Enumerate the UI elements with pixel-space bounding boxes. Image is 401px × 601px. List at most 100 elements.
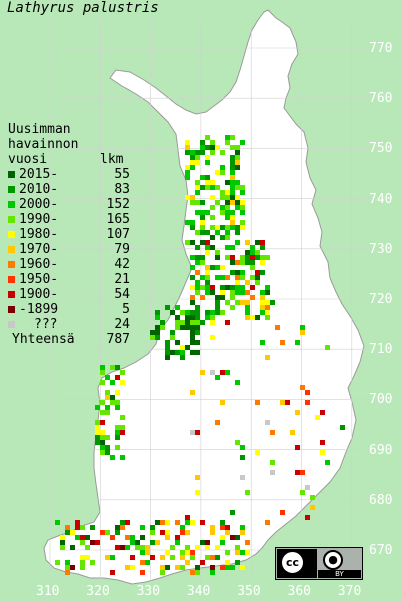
- observation-square: [120, 525, 125, 530]
- observation-square: [240, 190, 245, 195]
- legend-total-label: Yhteensä: [12, 332, 75, 347]
- observation-square: [235, 145, 240, 150]
- observation-square: [240, 140, 245, 145]
- observation-square: [205, 310, 210, 315]
- observation-square: [175, 305, 180, 310]
- observation-square: [210, 335, 215, 340]
- observation-square: [155, 325, 160, 330]
- observation-square: [175, 350, 180, 355]
- observation-square: [220, 400, 225, 405]
- observation-square: [210, 265, 215, 270]
- legend-entry-label: 2000-: [19, 197, 59, 212]
- observation-square: [160, 565, 165, 570]
- observation-square: [200, 185, 205, 190]
- legend-entry: 2010- 83: [8, 182, 130, 197]
- observation-square: [240, 200, 245, 205]
- observation-square: [235, 225, 240, 230]
- observation-square: [100, 530, 105, 535]
- observation-square: [200, 175, 205, 180]
- observation-square: [320, 450, 325, 455]
- observation-square: [205, 145, 210, 150]
- observation-square: [225, 235, 230, 240]
- observation-square: [205, 250, 210, 255]
- observation-square: [190, 570, 195, 575]
- observation-square: [110, 380, 115, 385]
- observation-square: [220, 195, 225, 200]
- observation-square: [185, 325, 190, 330]
- legend-entry-count: 83: [114, 182, 130, 197]
- easting-label: 320: [86, 584, 110, 599]
- observation-square: [285, 400, 290, 405]
- observation-square: [185, 175, 190, 180]
- observation-square: [170, 545, 175, 550]
- observation-square: [240, 525, 245, 530]
- observation-square: [90, 540, 95, 545]
- observation-square: [255, 275, 260, 280]
- observation-square: [160, 570, 165, 575]
- observation-square: [300, 330, 305, 335]
- observation-square: [225, 560, 230, 565]
- observation-square: [165, 520, 170, 525]
- legend-entry-label: 1990-: [19, 212, 59, 227]
- observation-square: [170, 310, 175, 315]
- observation-square: [300, 470, 305, 475]
- observation-square: [245, 260, 250, 265]
- legend-swatch: [8, 261, 15, 268]
- observation-square: [240, 260, 245, 265]
- cc-icon: cc: [280, 550, 305, 575]
- observation-square: [225, 245, 230, 250]
- observation-square: [240, 270, 245, 275]
- by-label: BY: [318, 570, 361, 578]
- observation-square: [175, 340, 180, 345]
- observation-square: [175, 535, 180, 540]
- observation-squares: [55, 135, 345, 575]
- observation-square: [135, 545, 140, 550]
- observation-square: [195, 430, 200, 435]
- observation-square: [130, 535, 135, 540]
- observation-square: [155, 315, 160, 320]
- observation-square: [190, 285, 195, 290]
- observation-square: [175, 565, 180, 570]
- observation-square: [220, 225, 225, 230]
- observation-square: [185, 515, 190, 520]
- observation-square: [195, 190, 200, 195]
- observation-square: [230, 290, 235, 295]
- observation-square: [300, 385, 305, 390]
- observation-square: [195, 180, 200, 185]
- observation-square: [205, 230, 210, 235]
- observation-square: [185, 140, 190, 145]
- cc-by-license-badge[interactable]: cc ● BY: [275, 547, 363, 580]
- legend-entry-label: 1960-: [19, 257, 59, 272]
- observation-square: [235, 300, 240, 305]
- observation-square: [190, 320, 195, 325]
- legend-entry-label: ???: [34, 317, 58, 332]
- observation-square: [180, 525, 185, 530]
- observation-square: [150, 530, 155, 535]
- observation-square: [115, 375, 120, 380]
- observation-square: [205, 275, 210, 280]
- observation-square: [260, 270, 265, 275]
- legend-swatch: [8, 231, 15, 238]
- observation-square: [200, 220, 205, 225]
- observation-square: [195, 290, 200, 295]
- legend-entry-count: 42: [114, 257, 130, 272]
- observation-square: [235, 550, 240, 555]
- observation-square: [180, 550, 185, 555]
- observation-square: [180, 310, 185, 315]
- observation-square: [290, 430, 295, 435]
- observation-square: [260, 300, 265, 305]
- observation-square: [165, 340, 170, 345]
- observation-square: [305, 485, 310, 490]
- observation-square: [215, 250, 220, 255]
- observation-square: [225, 205, 230, 210]
- observation-square: [205, 540, 210, 545]
- observation-square: [245, 490, 250, 495]
- observation-square: [95, 435, 100, 440]
- legend-entry: 1960- 42: [8, 257, 130, 272]
- observation-square: [100, 370, 105, 375]
- legend-total-count: 787: [106, 332, 130, 347]
- observation-square: [240, 290, 245, 295]
- observation-square: [225, 195, 230, 200]
- observation-square: [195, 230, 200, 235]
- observation-square: [235, 545, 240, 550]
